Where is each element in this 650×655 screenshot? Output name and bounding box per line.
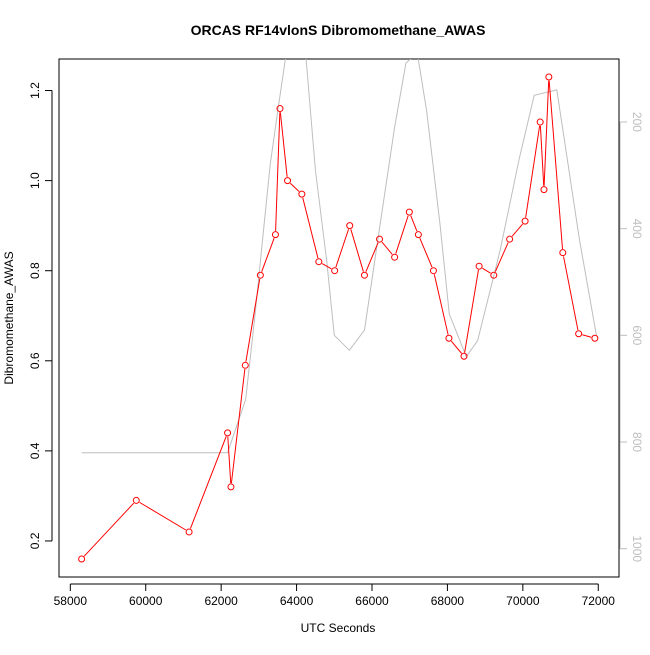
- data-point: [315, 258, 323, 266]
- series-segment: [525, 125, 541, 218]
- data-point: [132, 496, 140, 504]
- data-point: [78, 555, 86, 563]
- series-segment: [548, 80, 564, 249]
- series-segment: [190, 436, 227, 529]
- data-point: [224, 429, 232, 437]
- series-segment: [245, 278, 261, 362]
- x-tick-label: 58000: [54, 594, 88, 608]
- series-segment: [395, 215, 409, 254]
- series-segment: [261, 238, 275, 272]
- y2-tick-label: 1000: [630, 535, 644, 562]
- secondary-series-line: [81, 59, 597, 454]
- series-segment: [83, 502, 135, 557]
- y-tick-label: 0.4: [28, 442, 42, 459]
- x-axis: 58000 60000 62000 64000 66000 68000 70000 72000: [54, 583, 616, 608]
- series-segment: [350, 229, 364, 272]
- series-segment: [494, 242, 509, 272]
- data-point: [536, 118, 544, 126]
- x-tick-label: 66000: [355, 594, 389, 608]
- data-point: [429, 267, 437, 275]
- data-point: [360, 271, 368, 279]
- data-point: [521, 217, 529, 225]
- y-axis: 0.2 0.4 0.6 0.8 1.0 1.2: [28, 82, 53, 549]
- series-segment: [139, 501, 187, 531]
- data-point: [256, 271, 264, 279]
- data-point: [376, 235, 384, 243]
- series-segment: [230, 369, 246, 484]
- series-segment: [227, 436, 232, 484]
- series-segment: [335, 229, 350, 268]
- series-segment: [563, 256, 579, 331]
- data-point: [391, 253, 399, 261]
- data-point: [284, 177, 292, 185]
- series-segment: [464, 269, 479, 353]
- series-segment: [450, 340, 462, 354]
- series-segment: [275, 112, 281, 231]
- chart-title: ORCAS RF14vlonS Dibromomethane_AWAS: [191, 22, 486, 38]
- data-point: [298, 190, 306, 198]
- secondary-y-axis: 200 400 600 800 1000: [619, 112, 644, 562]
- data-point: [506, 235, 514, 243]
- series-segment: [410, 215, 418, 232]
- data-point: [540, 186, 548, 194]
- x-tick-label: 62000: [204, 594, 238, 608]
- data-point: [185, 528, 193, 536]
- data-point: [445, 334, 453, 342]
- series-layer: [78, 59, 599, 563]
- series-segment: [511, 223, 524, 237]
- x-axis-label: UTC Seconds: [301, 621, 376, 635]
- series-segment: [365, 242, 379, 272]
- data-point: [559, 249, 567, 257]
- y-tick-label: 0.6: [28, 352, 42, 369]
- series-segment: [279, 112, 288, 177]
- x-tick-label: 70000: [506, 594, 540, 608]
- plot-area: [58, 58, 620, 578]
- data-point: [591, 334, 599, 342]
- data-point: [241, 361, 249, 369]
- data-point: [227, 483, 235, 491]
- data-point: [405, 208, 413, 216]
- y-tick-label: 0.8: [28, 262, 42, 279]
- series-segment: [289, 182, 300, 192]
- y-axis-label: Dibromomethane_AWAS: [2, 251, 16, 384]
- series-segment: [582, 334, 592, 338]
- data-point: [490, 271, 498, 279]
- data-point: [271, 231, 279, 239]
- y-tick-label: 0.2: [28, 532, 42, 549]
- data-point: [346, 222, 354, 230]
- data-point: [460, 352, 468, 360]
- series-segment: [302, 197, 319, 259]
- data-point: [276, 105, 284, 113]
- series-segment: [433, 274, 449, 335]
- series-segment: [482, 267, 491, 274]
- series-segment: [381, 241, 393, 255]
- x-tick-label: 64000: [280, 594, 314, 608]
- data-point: [545, 73, 553, 81]
- data-point: [475, 262, 483, 270]
- y2-tick-label: 600: [630, 325, 644, 345]
- data-point: [331, 267, 339, 275]
- x-tick-label: 60000: [129, 594, 163, 608]
- series-segment: [539, 125, 545, 186]
- y2-tick-label: 200: [630, 112, 644, 132]
- x-tick-label: 68000: [431, 594, 465, 608]
- series-segment: [543, 80, 550, 186]
- series-segment: [321, 263, 332, 270]
- data-point: [575, 330, 583, 338]
- data-point: [414, 231, 422, 239]
- y-tick-label: 1.0: [28, 172, 42, 189]
- series-segment: [419, 237, 433, 268]
- x-tick-label: 72000: [582, 594, 616, 608]
- y2-tick-label: 800: [630, 432, 644, 452]
- y-tick-label: 1.2: [28, 82, 42, 99]
- y2-tick-label: 400: [630, 219, 644, 239]
